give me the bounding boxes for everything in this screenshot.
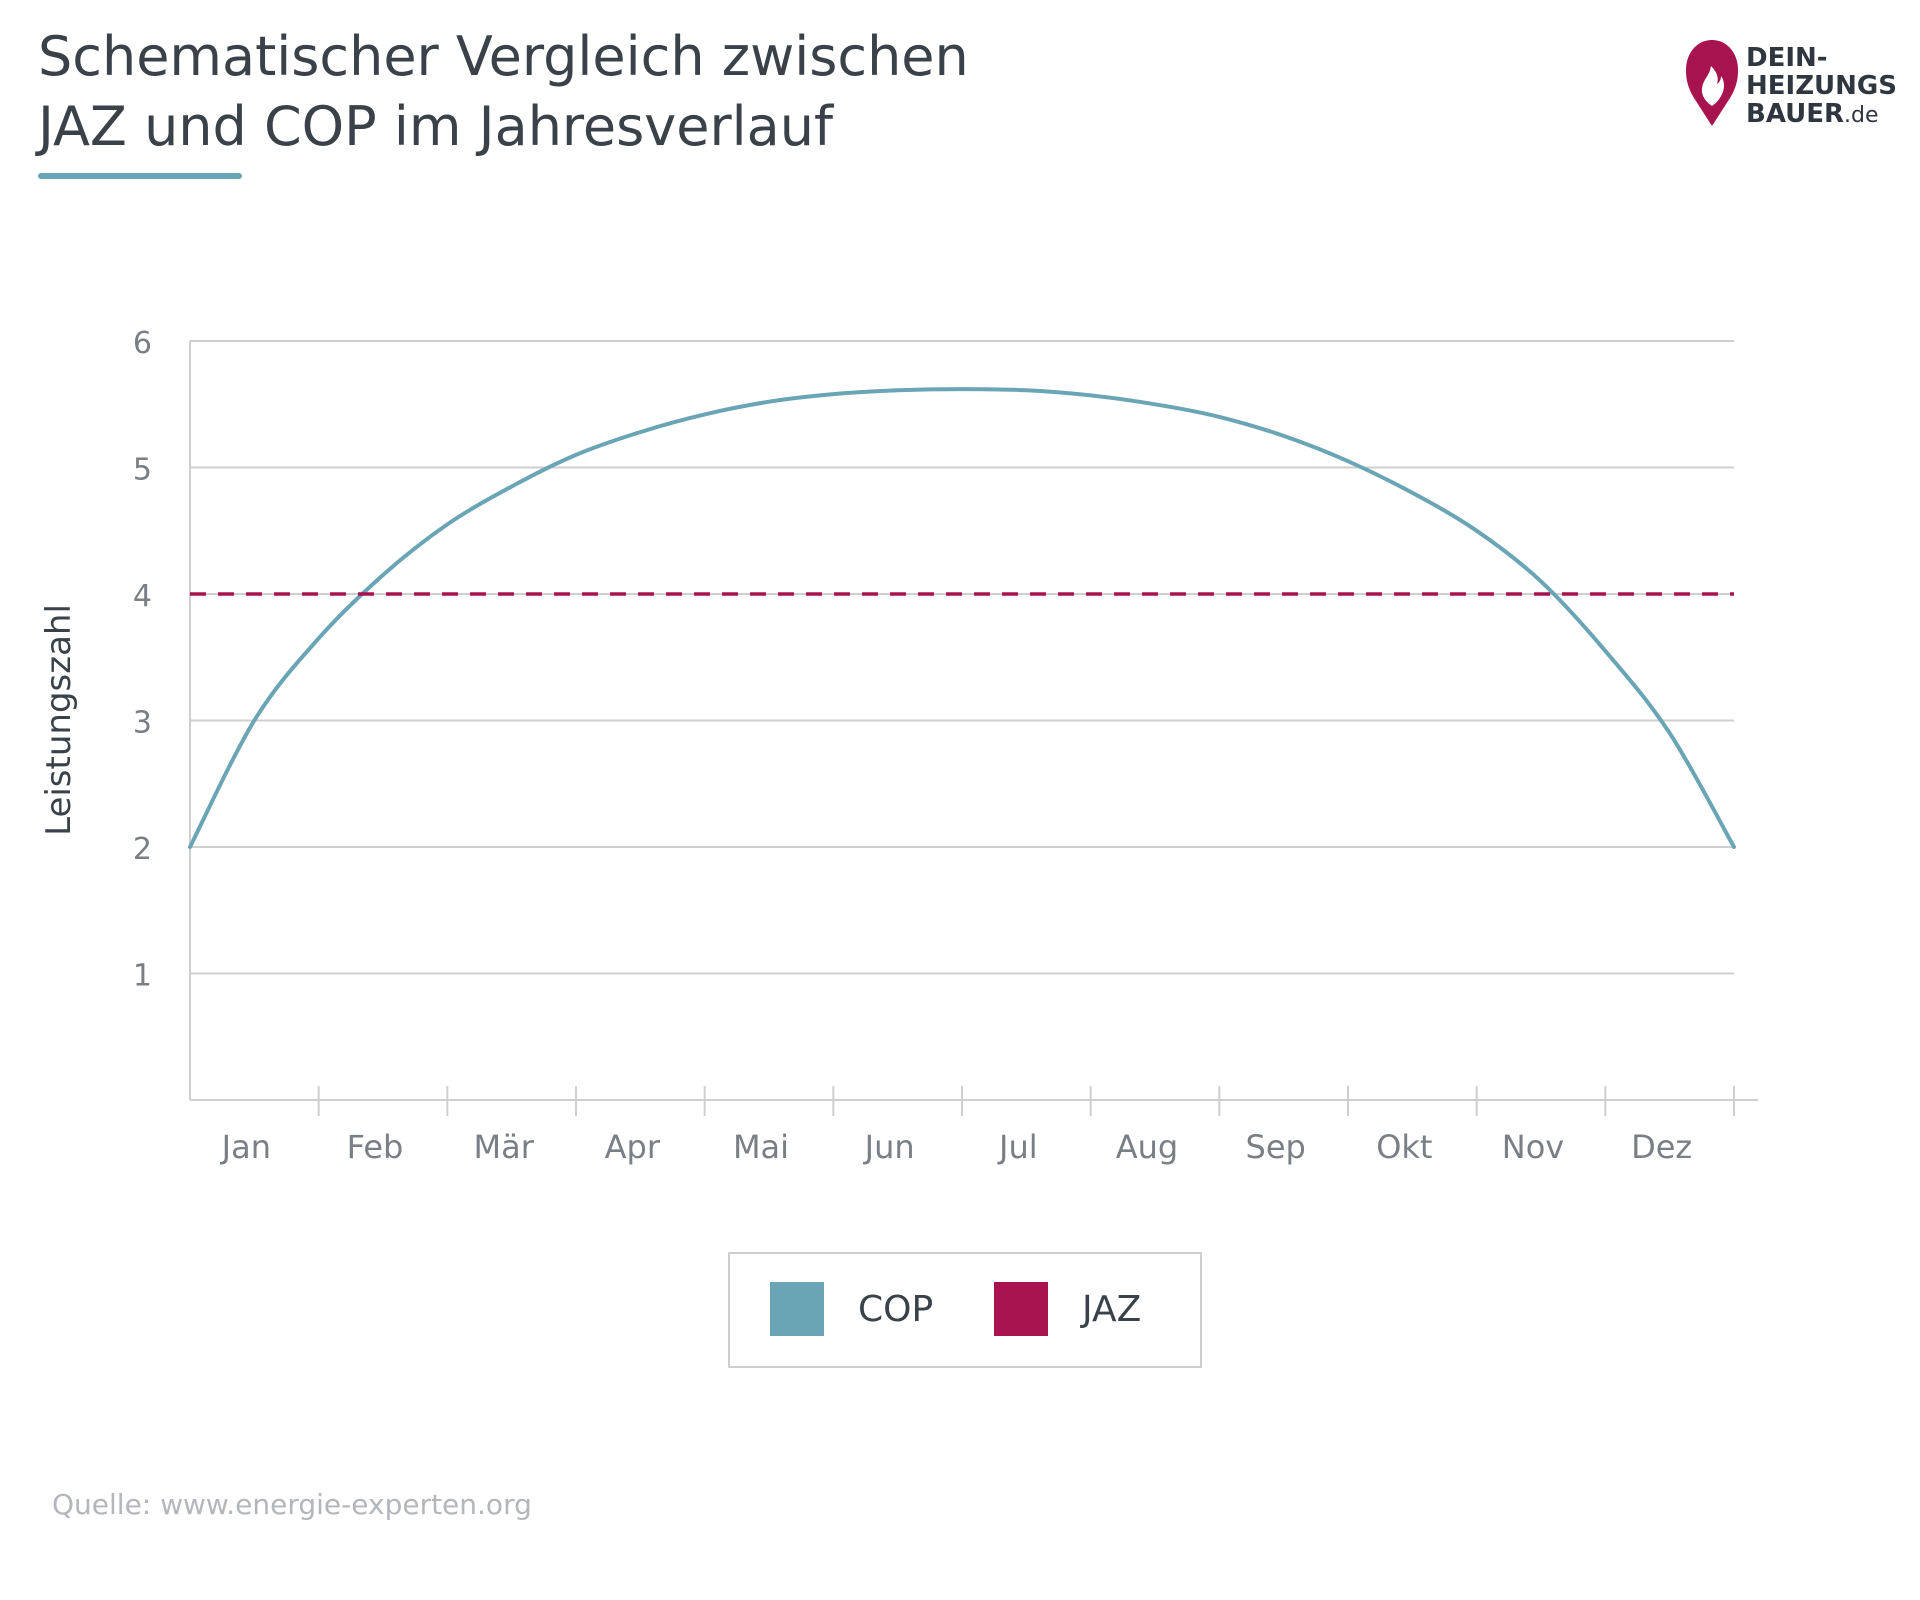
y-tick-label: 2 (133, 832, 152, 867)
chart-title-line-1: Schematischer Vergleich zwischen (38, 25, 969, 88)
x-tick-label: Mär (473, 1128, 534, 1166)
x-tick-label: Okt (1376, 1128, 1432, 1166)
series-line-cop (188, 387, 1736, 849)
x-tick-label: Aug (1116, 1128, 1178, 1166)
brand-logo: DEIN- HEIZUNGS BAUER.de (1686, 40, 1897, 128)
title-underline (38, 173, 242, 179)
y-tick-label: 4 (133, 579, 152, 614)
x-tick-label: Mai (733, 1128, 789, 1166)
x-tick-label: Jul (997, 1128, 1038, 1166)
logo-text-line-3: BAUER.de (1746, 100, 1897, 130)
x-tick-label: Apr (605, 1128, 661, 1166)
y-axis-title: Leistungszahl (39, 604, 79, 836)
x-tick-label: Nov (1502, 1128, 1564, 1166)
logo-text-bauer: BAUER (1746, 99, 1845, 129)
x-tick-label: Jun (863, 1128, 915, 1166)
x-tick-labels: Jan Feb Mär Apr Mai Jun Jul Aug Sep Okt Nov Dez (220, 1128, 1693, 1166)
y-tick-label: 6 (133, 326, 152, 361)
x-tick-label: Dez (1631, 1128, 1692, 1166)
grid-lines (190, 340, 1734, 975)
legend-swatch-cop (770, 1282, 824, 1336)
chart-legend: COP JAZ (728, 1252, 1202, 1368)
logo-wordmark: DEIN- HEIZUNGS BAUER.de (1746, 44, 1897, 130)
y-tick-labels: 1 2 3 4 5 6 (133, 326, 152, 994)
chart-title-line-2: JAZ und COP im Jahresverlauf (38, 95, 833, 158)
y-tick-label: 1 (133, 959, 152, 994)
x-tick-label: Sep (1246, 1128, 1306, 1166)
logo-text-suffix: .de (1844, 103, 1879, 128)
flame-pin-icon (1686, 40, 1738, 126)
x-tick-label: Jan (220, 1128, 271, 1166)
y-tick-label: 5 (133, 453, 152, 488)
chart-title: Schematischer Vergleich zwischen JAZ und… (38, 22, 969, 162)
y-tick-label: 3 (133, 706, 152, 741)
logo-text-line-1: DEIN- (1746, 43, 1828, 73)
source-note: Quelle: www.energie-experten.org (52, 1488, 532, 1521)
x-tick-label: Feb (347, 1128, 404, 1166)
logo-text-line-2: HEIZUNGS (1746, 71, 1897, 101)
legend-label-jaz: JAZ (1082, 1289, 1142, 1330)
legend-swatch-jaz (994, 1282, 1048, 1336)
legend-label-cop: COP (858, 1289, 934, 1330)
axes (189, 341, 1758, 1116)
series-lines (188, 387, 1736, 849)
